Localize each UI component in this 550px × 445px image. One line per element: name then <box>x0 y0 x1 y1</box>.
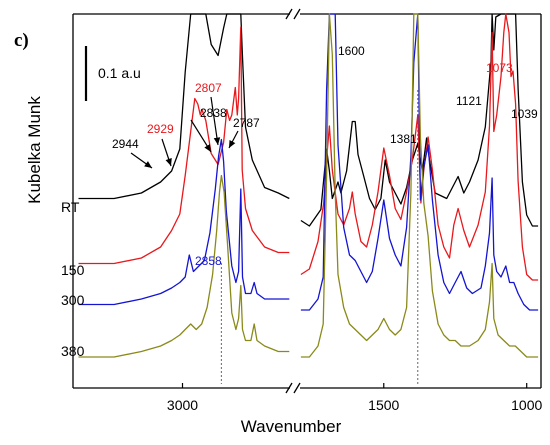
y-axis-label: Kubelka Munk <box>25 96 44 204</box>
annotation-label-1039: 1039 <box>511 107 538 121</box>
series-line-380-part-1 <box>78 174 290 358</box>
panel-label: c) <box>14 30 29 51</box>
annotation-arrowhead-2929 <box>165 158 172 166</box>
plot-frame <box>72 8 542 394</box>
axis-break-mark-top-2 <box>293 8 301 20</box>
annotation-label-2858: 2858 <box>195 254 222 268</box>
annotation-arrowhead-2787 <box>229 140 236 148</box>
annotation-label-1381: 1381 <box>390 132 417 146</box>
axis-break-mark-top-1 <box>285 8 293 20</box>
series-line-RT-part-1 <box>78 13 290 200</box>
annotation-arrowhead-2807 <box>213 137 221 145</box>
series-label-RT: RT <box>61 199 80 215</box>
reference-lines <box>220 90 419 384</box>
series-label-150: 150 <box>61 262 85 278</box>
annotation-label-2787: 2787 <box>233 116 260 130</box>
series-line-380-part-2 <box>300 13 539 358</box>
annotation-label-2807: 2807 <box>195 81 222 95</box>
annotation-arrow-2807 <box>210 96 219 146</box>
annotation-label-1073: 1073 <box>486 61 513 75</box>
series-line-150-part-1 <box>78 26 290 265</box>
annotation-arrowhead-2944 <box>144 161 152 168</box>
axis-break-mark-bottom-1 <box>285 382 293 394</box>
x-tick-label-1000: 1000 <box>511 397 542 413</box>
series-line-300-part-1 <box>78 138 290 306</box>
x-tick-label-3000: 3000 <box>167 397 198 413</box>
x-tick-label-1500: 1500 <box>368 397 399 413</box>
scale-bar-label: 0.1 a.u <box>98 65 141 81</box>
axes-group: 3000 1500 1000 <box>167 383 542 413</box>
series-line-150-part-2 <box>300 13 539 281</box>
series-line-RT-part-2 <box>300 13 539 227</box>
axis-break-mark-bottom-2 <box>293 382 301 394</box>
annotation-label-1600: 1600 <box>338 44 365 58</box>
series-label-300: 300 <box>61 292 85 308</box>
annotation-label-2929: 2929 <box>147 122 174 136</box>
x-axis-label: Wavenumber <box>241 417 342 436</box>
annotation-arrowhead-2838 <box>204 144 211 152</box>
annotations-group: 2944292928382807278728581600138111211073… <box>112 44 538 268</box>
series-line-300-part-2 <box>300 13 539 311</box>
series-label-380: 380 <box>61 343 85 359</box>
annotation-label-1121: 1121 <box>456 94 482 108</box>
annotation-label-2944: 2944 <box>112 137 139 151</box>
series-group: RT 150 300 380 <box>61 13 539 359</box>
